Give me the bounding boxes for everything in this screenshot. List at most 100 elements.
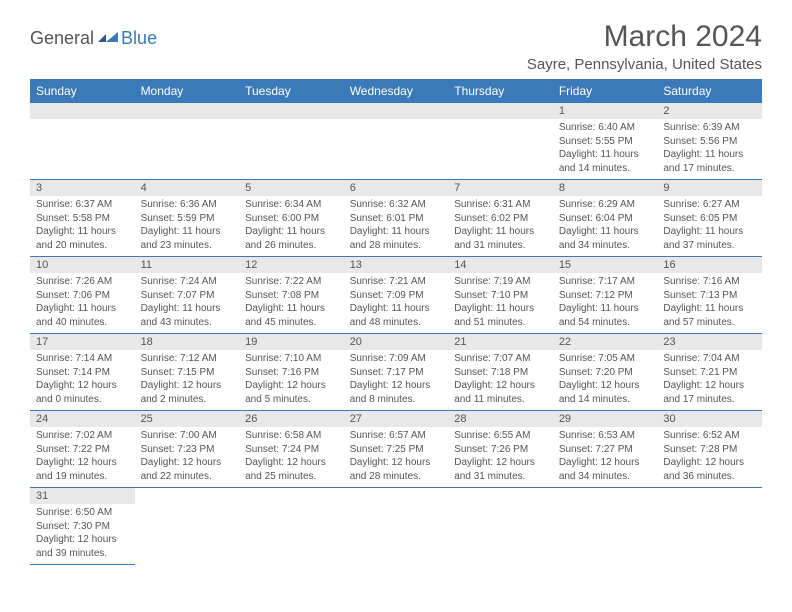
day-details: Sunrise: 7:10 AMSunset: 7:16 PMDaylight:…: [239, 350, 344, 410]
title-block: March 2024 Sayre, Pennsylvania, United S…: [527, 20, 762, 73]
day-number: 8: [553, 180, 658, 196]
sunrise-line: Sunrise: 7:04 AM: [663, 352, 756, 366]
day-number: 24: [30, 411, 135, 427]
sunset-line: Sunset: 7:20 PM: [559, 366, 652, 380]
day-number-cell: 30: [657, 411, 762, 428]
day-number-cell: [553, 488, 658, 505]
day-number: 29: [553, 411, 658, 427]
day-number: 11: [135, 257, 240, 273]
day-number: 9: [657, 180, 762, 196]
day-details: Sunrise: 7:22 AMSunset: 7:08 PMDaylight:…: [239, 273, 344, 333]
day-number: 3: [30, 180, 135, 196]
location-subtitle: Sayre, Pennsylvania, United States: [527, 56, 762, 73]
logo-text-blue: Blue: [121, 28, 157, 49]
day-details: Sunrise: 6:52 AMSunset: 7:28 PMDaylight:…: [657, 427, 762, 487]
day-number-cell: 10: [30, 257, 135, 274]
sunset-line: Sunset: 7:30 PM: [36, 520, 129, 534]
day-number-row: 12: [30, 103, 762, 119]
daylight-line: Daylight: 11 hours and 57 minutes.: [663, 302, 756, 329]
day-details: Sunrise: 7:24 AMSunset: 7:07 PMDaylight:…: [135, 273, 240, 333]
sunset-line: Sunset: 7:24 PM: [245, 443, 338, 457]
day-content-cell: Sunrise: 7:04 AMSunset: 7:21 PMDaylight:…: [657, 350, 762, 411]
day-number-cell: [657, 488, 762, 505]
day-content-cell: Sunrise: 7:19 AMSunset: 7:10 PMDaylight:…: [448, 273, 553, 334]
day-details: Sunrise: 7:12 AMSunset: 7:15 PMDaylight:…: [135, 350, 240, 410]
daylight-line: Daylight: 12 hours and 2 minutes.: [141, 379, 234, 406]
flag-icon: [98, 32, 120, 46]
sunrise-line: Sunrise: 7:02 AM: [36, 429, 129, 443]
sunrise-line: Sunrise: 6:50 AM: [36, 506, 129, 520]
daylight-line: Daylight: 12 hours and 8 minutes.: [350, 379, 443, 406]
header: General Blue March 2024 Sayre, Pennsylva…: [30, 20, 762, 73]
day-content-cell: Sunrise: 7:02 AMSunset: 7:22 PMDaylight:…: [30, 427, 135, 488]
day-number-row: 17181920212223: [30, 334, 762, 351]
day-number-cell: 25: [135, 411, 240, 428]
day-details: Sunrise: 7:02 AMSunset: 7:22 PMDaylight:…: [30, 427, 135, 487]
daylight-line: Daylight: 11 hours and 40 minutes.: [36, 302, 129, 329]
weekday-header: Monday: [135, 79, 240, 103]
day-number-cell: [239, 103, 344, 119]
day-content-cell: Sunrise: 6:40 AMSunset: 5:55 PMDaylight:…: [553, 119, 658, 180]
sunrise-line: Sunrise: 7:14 AM: [36, 352, 129, 366]
day-number-cell: 22: [553, 334, 658, 351]
day-number: 7: [448, 180, 553, 196]
sunrise-line: Sunrise: 6:57 AM: [350, 429, 443, 443]
day-details: Sunrise: 6:40 AMSunset: 5:55 PMDaylight:…: [553, 119, 658, 179]
day-number-cell: 8: [553, 180, 658, 197]
day-number-cell: 26: [239, 411, 344, 428]
day-content-cell: Sunrise: 7:12 AMSunset: 7:15 PMDaylight:…: [135, 350, 240, 411]
day-content-cell: Sunrise: 7:16 AMSunset: 7:13 PMDaylight:…: [657, 273, 762, 334]
day-number: 18: [135, 334, 240, 350]
sunset-line: Sunset: 7:16 PM: [245, 366, 338, 380]
sunrise-line: Sunrise: 7:19 AM: [454, 275, 547, 289]
day-details: Sunrise: 6:50 AMSunset: 7:30 PMDaylight:…: [30, 504, 135, 564]
day-content-cell: [135, 504, 240, 565]
day-number: 2: [657, 103, 762, 119]
day-number: 31: [30, 488, 135, 504]
logo: General Blue: [30, 20, 157, 49]
daylight-line: Daylight: 11 hours and 23 minutes.: [141, 225, 234, 252]
sunset-line: Sunset: 7:26 PM: [454, 443, 547, 457]
day-details: Sunrise: 7:19 AMSunset: 7:10 PMDaylight:…: [448, 273, 553, 333]
sunset-line: Sunset: 5:56 PM: [663, 135, 756, 149]
day-number: 27: [344, 411, 449, 427]
day-content-cell: Sunrise: 6:55 AMSunset: 7:26 PMDaylight:…: [448, 427, 553, 488]
day-number: 17: [30, 334, 135, 350]
daylight-line: Daylight: 12 hours and 31 minutes.: [454, 456, 547, 483]
day-content-cell: Sunrise: 7:09 AMSunset: 7:17 PMDaylight:…: [344, 350, 449, 411]
sunset-line: Sunset: 7:06 PM: [36, 289, 129, 303]
sunset-line: Sunset: 6:04 PM: [559, 212, 652, 226]
day-number-cell: 15: [553, 257, 658, 274]
day-details: Sunrise: 6:29 AMSunset: 6:04 PMDaylight:…: [553, 196, 658, 256]
sunset-line: Sunset: 7:25 PM: [350, 443, 443, 457]
daylight-line: Daylight: 12 hours and 11 minutes.: [454, 379, 547, 406]
day-details: Sunrise: 7:05 AMSunset: 7:20 PMDaylight:…: [553, 350, 658, 410]
day-content-cell: [448, 119, 553, 180]
day-details: Sunrise: 6:31 AMSunset: 6:02 PMDaylight:…: [448, 196, 553, 256]
sunset-line: Sunset: 5:58 PM: [36, 212, 129, 226]
sunrise-line: Sunrise: 6:58 AM: [245, 429, 338, 443]
daylight-line: Daylight: 11 hours and 34 minutes.: [559, 225, 652, 252]
sunset-line: Sunset: 7:07 PM: [141, 289, 234, 303]
daylight-line: Daylight: 12 hours and 17 minutes.: [663, 379, 756, 406]
sunset-line: Sunset: 5:59 PM: [141, 212, 234, 226]
day-content-cell: Sunrise: 6:58 AMSunset: 7:24 PMDaylight:…: [239, 427, 344, 488]
daylight-line: Daylight: 11 hours and 20 minutes.: [36, 225, 129, 252]
sunrise-line: Sunrise: 6:52 AM: [663, 429, 756, 443]
day-content-row: Sunrise: 6:50 AMSunset: 7:30 PMDaylight:…: [30, 504, 762, 565]
day-number-cell: [135, 488, 240, 505]
weekday-header: Thursday: [448, 79, 553, 103]
day-number: 14: [448, 257, 553, 273]
weekday-header-row: Sunday Monday Tuesday Wednesday Thursday…: [30, 79, 762, 103]
day-number-cell: [239, 488, 344, 505]
sunrise-line: Sunrise: 6:39 AM: [663, 121, 756, 135]
day-details: Sunrise: 6:32 AMSunset: 6:01 PMDaylight:…: [344, 196, 449, 256]
day-details: Sunrise: 6:58 AMSunset: 7:24 PMDaylight:…: [239, 427, 344, 487]
sunrise-line: Sunrise: 6:31 AM: [454, 198, 547, 212]
day-number: 21: [448, 334, 553, 350]
day-content-cell: Sunrise: 7:05 AMSunset: 7:20 PMDaylight:…: [553, 350, 658, 411]
sunrise-line: Sunrise: 6:37 AM: [36, 198, 129, 212]
sunrise-line: Sunrise: 7:00 AM: [141, 429, 234, 443]
day-content-row: Sunrise: 7:02 AMSunset: 7:22 PMDaylight:…: [30, 427, 762, 488]
day-content-cell: Sunrise: 6:50 AMSunset: 7:30 PMDaylight:…: [30, 504, 135, 565]
